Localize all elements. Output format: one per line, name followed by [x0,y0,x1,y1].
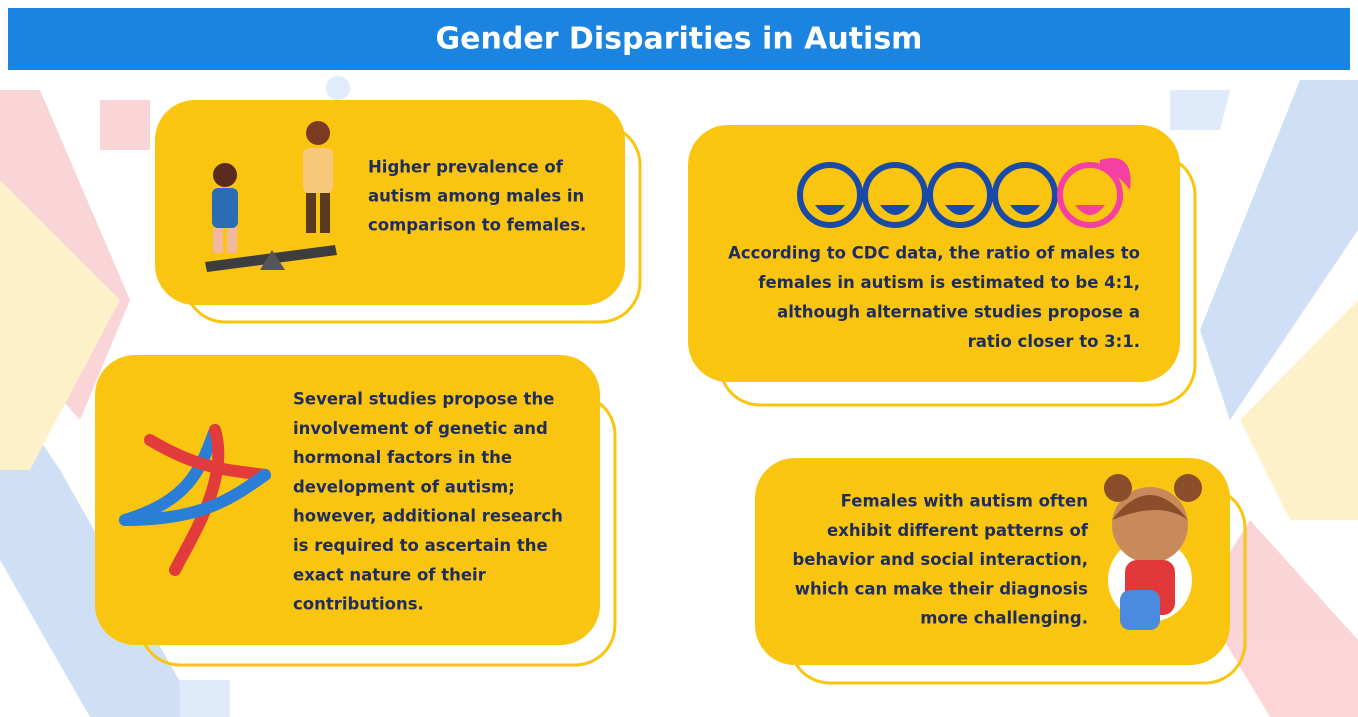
card-text-line: more challenging. [920,609,1088,628]
card-text-line: involvement of genetic and [293,419,548,438]
card-text-line: autism among males in [368,187,584,206]
infographic: Gender Disparities in Autism [0,0,1358,717]
card-text-line: exact nature of their [293,565,487,584]
card-text-line: contributions. [293,595,424,614]
card-text-line: although alternative studies propose a [777,303,1140,322]
card-text-line: Several studies propose the [293,390,554,409]
card-text-line: Females with autism often [841,492,1088,511]
title: Gender Disparities in Autism [436,22,923,57]
card-text-line: ratio closer to 3:1. [968,332,1140,351]
card-text-line: however, additional research [293,507,563,526]
card-text-line: According to CDC data, the ratio of male… [728,244,1140,263]
card-text-line: hormonal factors in the [293,448,512,467]
card-text-line: which can make their diagnosis [795,579,1088,598]
page: Gender Disparities in Autism [0,0,1358,717]
card-text-line: behavior and social interaction, [792,550,1088,569]
card-text-line: Higher prevalence of [368,158,564,177]
card-text-line: development of autism; [293,477,515,496]
card-text-line: comparison to females. [368,216,586,235]
card-text-line: is required to ascertain the [293,536,548,555]
card-text-line: exhibit different patterns of [827,521,1089,540]
card-text-line: females in autism is estimated to be 4:1… [758,273,1140,292]
